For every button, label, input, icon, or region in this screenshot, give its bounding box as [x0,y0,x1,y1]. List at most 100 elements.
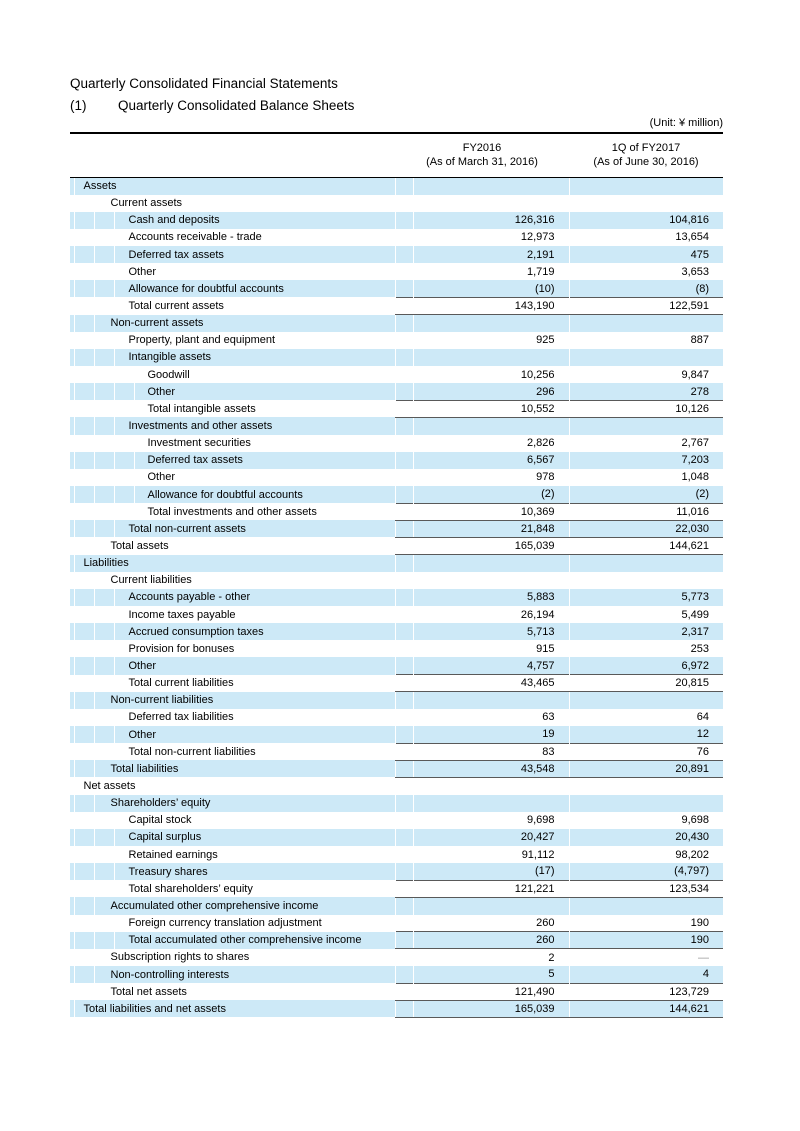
value-fy2016: 5,883 [412,588,570,607]
value-1q-fy2017 [568,897,724,915]
spacer-cell [394,811,413,829]
value-1q-fy2017: 475 [568,246,724,264]
indent-guide-cell [73,897,94,915]
table-row: Total intangible assets 10,552 10,126 [70,399,724,418]
value-1q-fy2017: — [568,948,724,966]
indent-guide-cell [73,434,94,452]
value-fy2016: 260 [412,914,570,932]
row-label: Assets [73,177,395,195]
value-fy2016: 165,039 [412,999,570,1018]
indent-guide-cell [93,880,114,898]
value-fy2016: 19 [412,726,570,744]
indent-guide-cell [93,811,114,829]
indent-guide-cell [73,657,94,675]
table-row: Non-current assets [70,314,724,332]
value-fy2016: 5 [412,965,570,984]
indent-guide-cell [73,314,94,332]
table-header: FY2016 (As of March 31, 2016) 1Q of FY20… [70,132,724,178]
indent-guide-cell [73,417,94,435]
spacer-cell [394,640,413,658]
indent-guide-cell [73,520,94,538]
value-1q-fy2017: 5,773 [568,588,724,607]
row-label: Other [113,263,395,281]
table-row: Liabilities [70,554,724,572]
row-label: Subscription rights to shares [93,948,395,966]
spacer-cell [394,348,413,367]
value-fy2016: 10,256 [412,366,570,384]
value-1q-fy2017: 20,891 [568,759,724,778]
value-fy2016 [412,348,570,367]
row-label: Total investments and other assets [133,503,395,521]
spacer-cell [394,228,413,247]
col-header-fy2016-line2: (As of March 31, 2016) [426,155,538,168]
spacer-cell [394,965,413,984]
value-fy2016 [412,314,570,332]
value-fy2016: 2,826 [412,434,570,452]
indent-guide-cell [93,383,114,401]
indent-guide-cell [73,486,94,504]
indent-guide-cell [73,348,94,367]
spacer-cell [394,863,413,881]
indent-guide-cell [93,520,114,538]
spacer-cell [394,606,413,624]
indent-guide-cell [73,571,94,589]
table-row: Deferred tax assets 2,191 475 [70,246,724,264]
indent-guide-cell [73,708,94,726]
value-fy2016: 10,552 [412,399,570,418]
section-heading: (1) Quarterly Consolidated Balance Sheets [70,98,354,114]
value-fy2016: 12,973 [412,228,570,247]
value-fy2016: 43,465 [412,674,570,693]
value-1q-fy2017: 76 [568,742,724,761]
indent-guide-cell [113,503,134,521]
header-row: FY2016 (As of March 31, 2016) 1Q of FY20… [70,132,724,178]
value-fy2016: 20,427 [412,828,570,846]
value-1q-fy2017: 123,729 [568,982,724,1001]
value-1q-fy2017: 144,621 [568,536,724,556]
table-row: Total accumulated other comprehensive in… [70,931,724,950]
section-title: Quarterly Consolidated Balance Sheets [118,98,355,113]
table-row: Total non-current assets 21,848 22,030 [70,519,724,538]
indent-guide-cell [93,211,114,229]
balance-sheet-table: FY2016 (As of March 31, 2016) 1Q of FY20… [70,132,724,1018]
table-row: Non-current liabilities [70,691,724,709]
table-row: Cash and deposits 126,316 104,816 [70,211,724,229]
indent-guide-cell [73,503,94,521]
row-label: Treasury shares [113,863,395,881]
spacer-cell [394,434,413,452]
table-row: Other 1,719 3,653 [70,263,724,281]
value-1q-fy2017 [568,417,724,435]
value-1q-fy2017 [568,348,724,367]
value-1q-fy2017: 22,030 [568,519,724,538]
indent-guide-cell [73,623,94,641]
table-row: Accumulated other comprehensive income [70,897,724,915]
value-1q-fy2017: 3,653 [568,263,724,281]
row-label: Capital stock [113,811,395,829]
indent-guide-cell [73,845,94,864]
value-fy2016: 1,719 [412,263,570,281]
value-fy2016 [412,554,570,572]
row-label: Other [133,468,395,487]
indent-guide-cell [73,280,94,298]
table-row: Other 4,757 6,972 [70,657,724,675]
value-fy2016: 165,039 [412,536,570,556]
indent-guide-cell [73,297,94,315]
indent-guide-cell [73,880,94,898]
value-fy2016: 2 [412,948,570,966]
value-1q-fy2017: 98,202 [568,845,724,864]
indent-guide-cell [93,726,114,744]
table-row: Total current assets 143,190 122,591 [70,296,724,316]
value-fy2016: 43,548 [412,759,570,778]
row-label: Total net assets [93,983,395,1001]
indent-guide-cell [113,451,134,469]
row-label: Provision for bonuses [113,640,395,658]
indent-guide-cell [113,366,134,384]
table-row: Non-controlling interests 5 4 [70,965,724,984]
indent-guide-cell [73,931,94,949]
indent-guide-cell [93,468,114,487]
value-1q-fy2017: 6,972 [568,657,724,675]
indent-guide-cell [73,640,94,658]
spacer-cell [394,383,413,401]
page-title: Quarterly Consolidated Financial Stateme… [70,76,338,91]
section-number: (1) [70,98,87,113]
spacer-cell [394,931,413,950]
